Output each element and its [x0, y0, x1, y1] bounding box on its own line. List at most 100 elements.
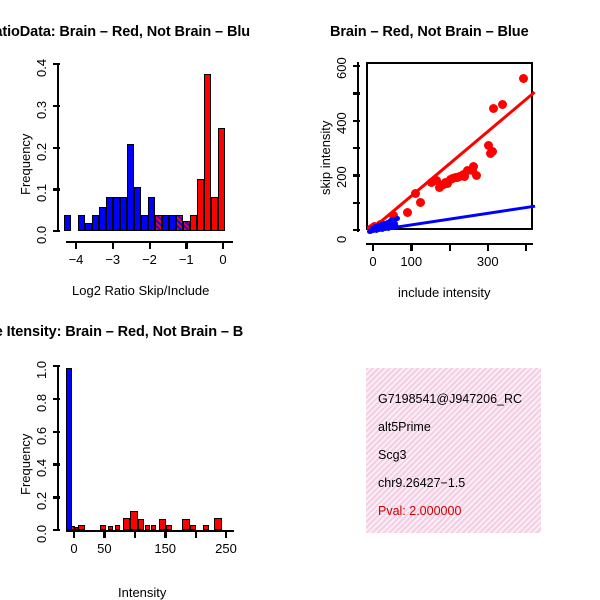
ratio-y-tick-label: 0.1: [34, 184, 49, 203]
histogram-bar: [63, 215, 71, 231]
scatter-point-brain: [471, 171, 481, 181]
scatter-point-not-brain: [388, 225, 394, 231]
intensity-histogram-ylabel: Frequency: [18, 433, 33, 495]
ratio-y-tick: [53, 230, 60, 233]
ihist-y-tick: [53, 463, 60, 466]
ihist-x-tick: [73, 531, 76, 538]
ratio-y-tick-label: 0.0: [34, 225, 49, 244]
annotation-line: Scg3: [378, 448, 407, 462]
scatter-point-brain: [468, 161, 478, 171]
scatter-y-minor-tick: [353, 92, 360, 95]
scatter-x-tick: [448, 244, 451, 251]
histogram-bar: [108, 525, 113, 530]
scatter-y-tick: [353, 65, 360, 68]
histogram-bar: [105, 197, 113, 231]
histogram-bar: [115, 525, 121, 530]
histogram-bar: [166, 524, 173, 530]
scatter-y-tick-label: 600: [334, 57, 349, 79]
histogram-bar: [130, 510, 138, 530]
ihist-y-tick: [53, 529, 60, 532]
scatter-point-brain: [415, 198, 425, 208]
ihist-x-tick: [164, 531, 167, 538]
ratio-x-tick-label: −4: [68, 252, 84, 267]
scatter-point-not-brain: [373, 224, 379, 230]
scatter-x-tick: [372, 244, 375, 251]
histogram-bar: [66, 368, 73, 530]
histogram-bar: [77, 215, 85, 231]
histogram-bar: [78, 524, 85, 530]
ratio-x-tick-label: −3: [105, 252, 121, 267]
scatter-x-tick: [410, 244, 413, 251]
scatter-y-tick: [353, 174, 360, 177]
ihist-y-tick: [53, 397, 60, 401]
ratio-y-tick-label: 0.2: [34, 142, 49, 161]
histogram-bar: [126, 143, 134, 231]
scatter-point-brain: [484, 140, 494, 150]
ratio-histogram-ylabel: Frequency: [18, 133, 33, 195]
scatter-y-minor-tick: [353, 201, 360, 205]
scatter-y-tick-label: 0: [334, 235, 349, 243]
intensity-histogram-xlabel: Intensity: [118, 585, 167, 600]
panel-intensity-scatter: Brain – Red, Not Brain – Blue skip inten…: [300, 0, 600, 300]
ihist-y-tick: [53, 365, 60, 368]
ihist-y-tick: [53, 496, 60, 499]
histogram-bar: [154, 215, 162, 231]
ratio-x-tick-label: −2: [142, 252, 157, 267]
histogram-bar: [137, 518, 144, 530]
scatter-plot-area: [366, 62, 537, 235]
ratio-x-tick: [148, 242, 151, 249]
ratio-histogram-xlabel: Log2 Ratio Skip/Include: [72, 283, 210, 298]
scatter-point-not-brain: [385, 225, 391, 231]
histogram-bar: [203, 524, 210, 530]
ratio-histogram-plot-area: [60, 64, 235, 231]
annotation-box: G7198541@J947206_RC alt5Prime Scg3 chr9.264…: [366, 368, 541, 533]
ihist-x-tick: [194, 531, 197, 538]
scatter-point-brain: [460, 171, 470, 181]
histogram-bar: [217, 127, 225, 231]
scatter-point-brain: [519, 74, 529, 84]
scatter-point-brain: [431, 176, 441, 186]
scatter-point-brain: [487, 147, 497, 157]
histogram-bar: [98, 207, 106, 231]
histogram-bar: [182, 518, 190, 530]
ratio-x-tick: [185, 242, 188, 249]
histogram-bar: [151, 525, 157, 530]
ratio-x-tick-label: 0: [219, 252, 227, 267]
scatter-x-tick: [486, 244, 490, 251]
scatter-point-not-brain: [369, 225, 375, 231]
histogram-bar: [168, 215, 176, 231]
annotation-line: chr9.26427−1.5: [378, 476, 466, 490]
histogram-bar: [112, 197, 120, 231]
annotation-line: alt5Prime: [378, 420, 431, 434]
histogram-bar: [84, 223, 92, 231]
scatter-y-tick: [353, 119, 360, 123]
ratio-y-tick: [53, 63, 60, 66]
scatter-point-not-brain: [376, 222, 382, 228]
ratio-y-tick: [53, 104, 60, 108]
ratio-y-tick-label: 0.3: [34, 100, 49, 119]
histogram-bar: [70, 526, 75, 530]
ihist-x-tick-label: 250: [215, 541, 237, 556]
ihist-x-tick: [225, 531, 228, 538]
histogram-bar: [147, 197, 155, 231]
panel-intensity-histogram: ne Itensity: Brain – Red, Not Brain – B …: [0, 300, 300, 600]
scatter-point-not-brain: [390, 217, 396, 223]
scatter-x-tick: [525, 244, 528, 251]
scatter-point-brain: [497, 99, 507, 109]
ratio-y-tick: [53, 146, 60, 149]
histogram-bar: [175, 215, 183, 231]
scatter-title: Brain – Red, Not Brain – Blue: [330, 24, 529, 40]
histogram-bar: [91, 215, 99, 231]
scatter-y-tick-label: 400: [334, 111, 349, 134]
ratio-x-tick-label: −1: [178, 252, 194, 267]
ihist-x-tick: [133, 531, 137, 538]
histogram-bar: [210, 197, 218, 231]
ihist-x-tick-label: 150: [154, 541, 177, 556]
ratio-y-tick-label: 0.4: [34, 58, 49, 77]
scatter-point-not-brain: [393, 224, 399, 230]
intensity-histogram-yaxis: [57, 366, 60, 530]
scatter-point-brain: [488, 103, 498, 113]
scatter-point-brain: [410, 188, 420, 198]
histogram-bar: [189, 524, 196, 530]
ratio-y-tick: [53, 188, 60, 191]
